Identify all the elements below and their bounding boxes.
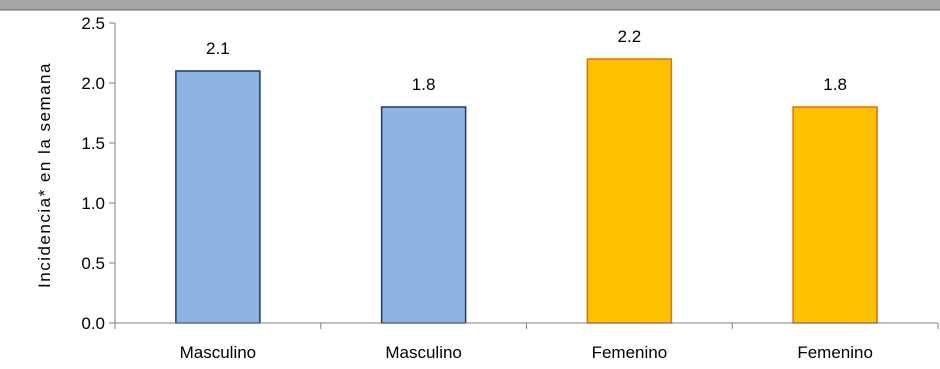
y-axis-label: Incidencia* en la semana (35, 62, 54, 288)
data-label: 2.2 (618, 27, 642, 46)
x-category-label: Masculino (385, 343, 462, 362)
bar (586, 58, 673, 324)
y-tick-label: 0.5 (81, 254, 105, 273)
x-category-label: Masculino (180, 343, 257, 362)
header-band (0, 0, 940, 10)
y-tick-label: 1.0 (81, 194, 105, 213)
x-category-label: Femenino (797, 343, 873, 362)
data-label: 2.1 (206, 39, 230, 58)
y-tick-label: 0.0 (81, 314, 105, 333)
bar (380, 106, 467, 324)
bar (175, 70, 261, 324)
x-category-label: Femenino (592, 343, 668, 362)
y-tick-label: 1.5 (81, 134, 105, 153)
bar (792, 106, 878, 324)
y-tick-label: 2.5 (81, 14, 105, 33)
data-label: 1.8 (823, 75, 847, 94)
data-label: 1.8 (412, 75, 436, 94)
y-tick-label: 2.0 (81, 74, 105, 93)
